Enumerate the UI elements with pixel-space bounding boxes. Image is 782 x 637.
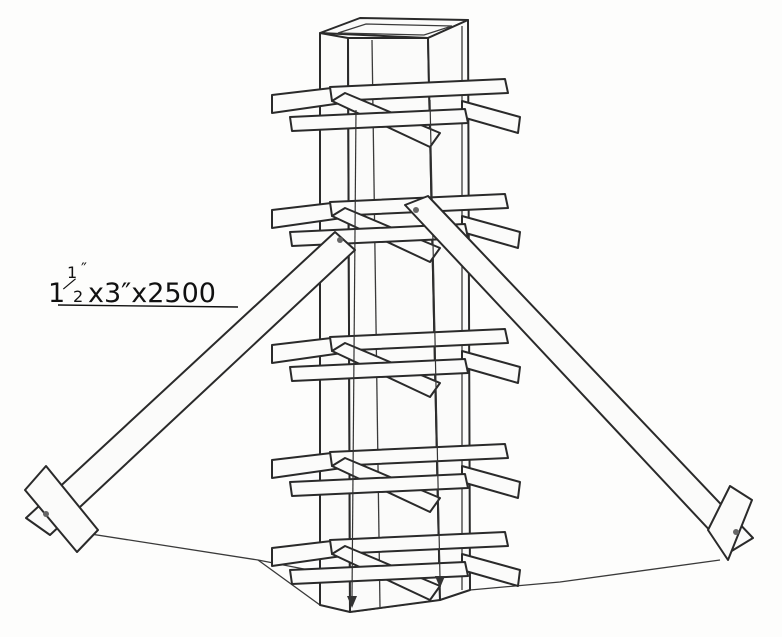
yoke-back-board-1	[329, 78, 509, 102]
yoke-back-board-3	[329, 328, 509, 352]
yoke-right-board-4	[461, 465, 521, 499]
callout-leader-line	[57, 304, 239, 308]
plumb-line-left	[351, 109, 357, 599]
yoke-lower-board-4	[289, 473, 469, 497]
yoke-lower-board-1	[289, 108, 469, 132]
callout-whole: 1	[48, 278, 65, 309]
yoke-tiers	[271, 78, 521, 601]
yoke-lower-board-5	[289, 561, 469, 585]
callout-denominator: 2	[73, 287, 83, 306]
column-form	[319, 17, 471, 613]
right-ground-stake	[707, 485, 753, 561]
callout-prime: ″	[81, 259, 87, 278]
callout-fraction-bar	[62, 278, 76, 290]
yoke-back-board-5	[329, 531, 509, 555]
yoke-right-board-1	[461, 100, 521, 134]
plumb-lines	[347, 99, 445, 608]
left-brace	[24, 231, 356, 553]
plumb-bob-left	[347, 596, 357, 608]
member-size-callout: 1 1 ″ 2 x3″x2500	[48, 259, 216, 309]
left-ground-stake	[24, 465, 99, 553]
callout-dimensions: x3″x2500	[88, 278, 216, 309]
plumb-bob-right	[435, 576, 445, 588]
callout-numerator: 1	[67, 263, 77, 282]
yoke-back-board-4	[329, 443, 509, 467]
yoke-right-board-3	[461, 350, 521, 384]
left-diagonal-brace	[25, 231, 356, 536]
right-diagonal-brace	[404, 195, 754, 553]
plumb-line-right	[429, 99, 441, 579]
yoke-lower-board-3	[289, 358, 469, 382]
right-brace	[404, 195, 754, 561]
